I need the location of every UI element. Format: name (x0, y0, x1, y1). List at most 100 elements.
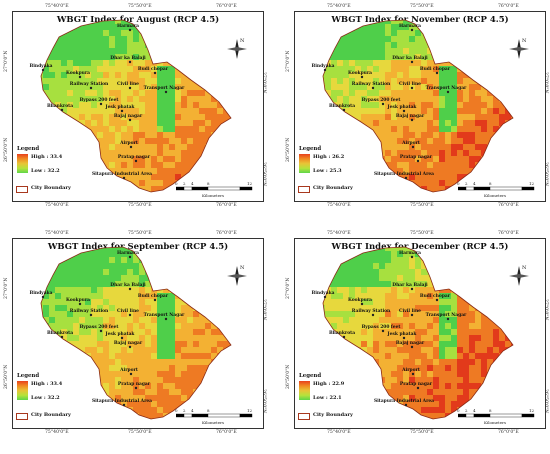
place-label: Harmara (117, 24, 139, 29)
place-marker (404, 403, 408, 407)
map-panel-nov: 75°40'0"E 75°40'0"E 75°50'0"E 75°50'0"E 76°0… (282, 0, 550, 212)
scale-number: 12 (529, 181, 535, 186)
place-label: Railway Station (352, 82, 391, 87)
place-label: Airport (401, 141, 420, 146)
place-marker (410, 313, 414, 317)
scale-unit: Kilometers (202, 420, 225, 425)
wbgt-raster-map: Harmara Dhar ka Balaji Bindyaka Kookpura Bud… (312, 246, 514, 420)
place-marker (410, 86, 414, 90)
place-marker (410, 60, 414, 64)
scale-bar (176, 413, 253, 418)
city-boundary-label: City Boundary (313, 412, 353, 418)
map-panel-dec: 75°40'0"E 75°40'0"E 75°50'0"E 75°50'0"E 76°0… (282, 227, 550, 439)
place-marker (435, 298, 439, 302)
place-label: Airport (119, 141, 138, 146)
place-label: Harmara (117, 251, 139, 256)
place-marker (323, 295, 327, 299)
north-arrow-icon: N (509, 265, 529, 286)
place-marker (381, 102, 385, 106)
place-marker (371, 86, 375, 90)
scale-number: 2 (183, 408, 186, 413)
scale-number: 8 (207, 408, 210, 413)
place-label: Dhar ka Balaji (110, 283, 146, 288)
place-marker (120, 336, 124, 340)
map-title: WBGT Index for August (RCP 4.5) (56, 15, 220, 25)
x-tick-label: 75°40'0"E (45, 430, 69, 435)
place-label: Railway Station (70, 82, 109, 87)
map-title: WBGT Index for November (RCP 4.5) (331, 15, 509, 25)
place-marker (153, 298, 157, 302)
north-arrow-icon: N (227, 265, 247, 286)
place-marker (411, 145, 415, 149)
scale-number: 8 (489, 408, 492, 413)
x-tick-label: 75°40'0"E (45, 203, 69, 208)
legend-color-ramp (17, 381, 28, 400)
x-tick-label: 76°0'0"E (216, 203, 237, 208)
x-tick-label: 76°0'0"E (498, 430, 519, 435)
place-marker (342, 335, 346, 339)
scale-number: 0 (175, 408, 178, 413)
place-marker (410, 287, 414, 291)
place-label: Bajaj nagar (114, 114, 143, 119)
place-marker (164, 317, 168, 321)
city-boundary-swatch (16, 186, 28, 193)
place-label: Airport (119, 368, 138, 373)
place-marker (410, 118, 414, 122)
place-label: Pratap nagar (118, 382, 151, 387)
place-marker (128, 118, 132, 122)
place-marker (410, 28, 414, 32)
place-label: Sitapura Industrial Area (374, 172, 434, 177)
place-label: Budi chopar (420, 294, 451, 299)
svg-text:N: N (522, 38, 527, 44)
legend-high-value: High : 33.4 (31, 381, 63, 387)
place-label: Budi chopar (420, 67, 451, 72)
place-label: Transport Nagar (426, 313, 467, 318)
legend-low-value: Low : 32.2 (31, 168, 60, 174)
place-label: Bypass 200 feet (362, 325, 401, 330)
scale-number: 12 (247, 408, 253, 413)
x-tick-label: 75°50'0"E (128, 203, 152, 208)
place-marker (99, 329, 103, 333)
place-marker (41, 295, 45, 299)
city-boundary-swatch (298, 413, 310, 420)
place-label: Jesk phatak (105, 105, 136, 110)
place-marker (446, 317, 450, 321)
place-marker (446, 90, 450, 94)
city-boundary-swatch (298, 186, 310, 193)
scale-unit: Kilometers (484, 420, 507, 425)
x-tick-label: 75°40'0"E (327, 4, 351, 9)
place-label: Dhar ka Balaji (110, 56, 146, 61)
place-marker (60, 335, 64, 339)
y-tick-label: 27°0'0"N (4, 50, 9, 72)
place-label: Railway Station (70, 309, 109, 314)
place-label: Transport Nagar (426, 86, 467, 91)
city-boundary-label: City Boundary (31, 412, 71, 418)
place-marker (78, 302, 82, 306)
scale-number: 8 (489, 181, 492, 186)
scale-number: 8 (207, 181, 210, 186)
place-label: Civil line (117, 82, 139, 87)
place-label: Dhar ka Balaji (392, 283, 428, 288)
place-label: Bindyaka (30, 64, 53, 69)
y-tick-label: 27°0'0"N (286, 50, 291, 72)
place-label: Bypass 200 feet (362, 98, 401, 103)
map-panel-aug: 75°40'0"E 75°40'0"E 75°50'0"E 75°50'0"E 76°0… (0, 0, 268, 212)
scale-unit: Kilometers (484, 193, 507, 198)
x-tick-label: 76°0'0"E (498, 231, 519, 236)
city-boundary-label: City Boundary (313, 185, 353, 191)
y-tick-label: 26°50'0"N (286, 137, 291, 162)
x-tick-label: 76°0'0"E (216, 430, 237, 435)
scale-bar (458, 413, 535, 418)
place-label: Bindyaka (312, 291, 335, 296)
north-arrow-icon: N (509, 38, 529, 59)
map-title: WBGT Index for December (RCP 4.5) (331, 242, 509, 252)
place-marker (128, 60, 132, 64)
legend-title: Legend (17, 146, 40, 152)
place-label: Kookpura (348, 71, 372, 76)
place-marker (381, 329, 385, 333)
scale-number: 0 (457, 181, 460, 186)
x-tick-label: 76°0'0"E (498, 4, 519, 9)
y-tick-label: 26°50'0"N (4, 137, 9, 162)
place-label: Dhar ka Balaji (392, 56, 428, 61)
place-label: Kookpura (348, 298, 372, 303)
